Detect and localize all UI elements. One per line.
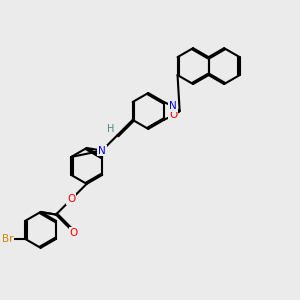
Text: Br: Br bbox=[2, 234, 14, 244]
Text: H: H bbox=[107, 124, 115, 134]
Text: O: O bbox=[70, 227, 78, 238]
Text: O: O bbox=[169, 110, 177, 120]
Text: O: O bbox=[67, 194, 75, 204]
Text: N: N bbox=[98, 146, 106, 156]
Text: N: N bbox=[169, 101, 177, 112]
